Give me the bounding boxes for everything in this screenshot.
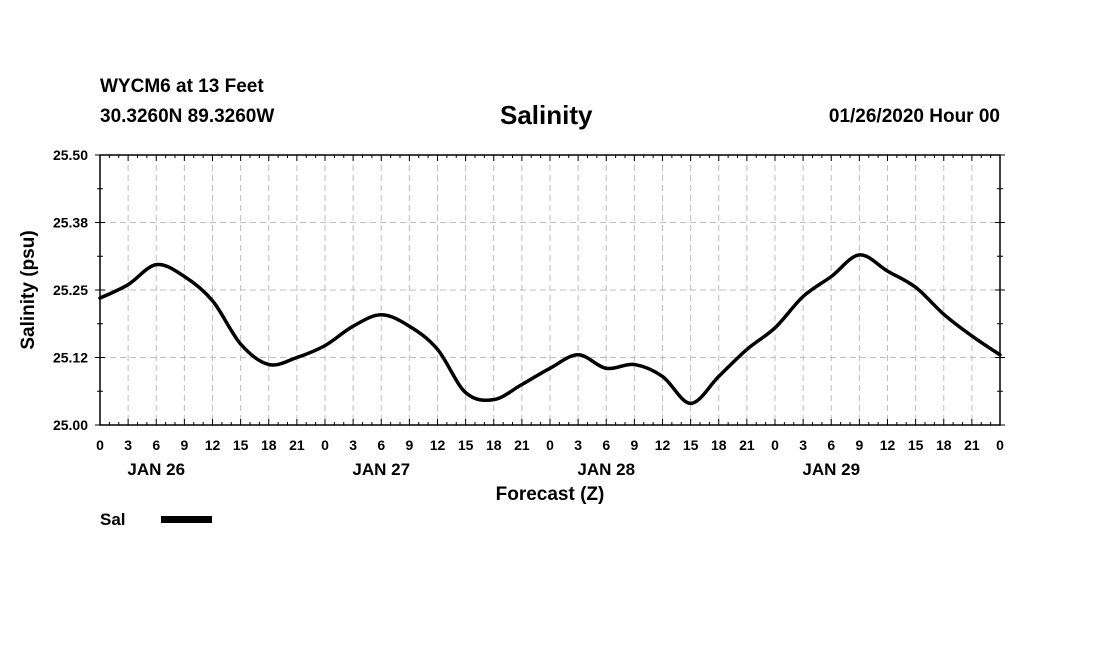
- x-tick-label: 18: [711, 437, 727, 453]
- x-tick-label: 6: [827, 437, 835, 453]
- x-tick-label: 0: [96, 437, 104, 453]
- chart-title: Salinity: [500, 100, 593, 130]
- y-tick-label: 25.00: [53, 417, 88, 433]
- x-tick-label: 9: [630, 437, 638, 453]
- x-tick-label: 21: [514, 437, 530, 453]
- x-tick-label: 12: [430, 437, 446, 453]
- x-tick-label: 6: [602, 437, 610, 453]
- station-label: WYCM6 at 13 Feet: [100, 76, 264, 97]
- x-tick-label: 18: [936, 437, 952, 453]
- x-tick-label: 9: [855, 437, 863, 453]
- x-tick-label: 15: [908, 437, 924, 453]
- x-tick-label: 18: [486, 437, 502, 453]
- x-tick-label: 12: [655, 437, 671, 453]
- x-tick-label: 21: [289, 437, 305, 453]
- y-axis-title: Salinity (psu): [18, 230, 39, 349]
- x-tick-label: 15: [683, 437, 699, 453]
- x-tick-label: 15: [233, 437, 249, 453]
- x-tick-label: 21: [964, 437, 980, 453]
- x-tick-label: 3: [124, 437, 132, 453]
- x-tick-label: 0: [996, 437, 1004, 453]
- x-tick-label: 9: [405, 437, 413, 453]
- x-tick-label: 15: [458, 437, 474, 453]
- x-axis-title: Forecast (Z): [496, 484, 605, 505]
- x-tick-label: 0: [771, 437, 779, 453]
- y-tick-label: 25.50: [53, 147, 88, 163]
- y-tick-label: 25.38: [53, 215, 88, 231]
- x-tick-label: 0: [321, 437, 329, 453]
- day-label: JAN 29: [802, 460, 860, 479]
- forecast-run-time: 01/26/2020 Hour 00: [828, 106, 1000, 127]
- series-line-sal: [98, 253, 1002, 406]
- x-tick-label: 3: [574, 437, 582, 453]
- x-tick-label: 0: [546, 437, 554, 453]
- day-label: JAN 28: [577, 460, 635, 479]
- x-tick-label: 3: [799, 437, 807, 453]
- x-tick-label: 6: [152, 437, 160, 453]
- x-tick-label: 3: [349, 437, 357, 453]
- x-tick-label: 18: [261, 437, 277, 453]
- day-label: JAN 26: [127, 460, 185, 479]
- x-tick-label: 21: [739, 437, 755, 453]
- y-tick-label: 25.25: [53, 282, 88, 298]
- x-tick-label: 12: [205, 437, 221, 453]
- y-tick-label: 25.12: [53, 350, 88, 366]
- legend-label: Sal: [100, 510, 126, 529]
- x-tick-label: 6: [377, 437, 385, 453]
- day-label: JAN 27: [352, 460, 410, 479]
- station-coordinates: 30.3260N 89.3260W: [100, 106, 275, 127]
- x-tick-label: 12: [880, 437, 896, 453]
- legend-swatch: [161, 516, 212, 523]
- x-tick-label: 9: [180, 437, 188, 453]
